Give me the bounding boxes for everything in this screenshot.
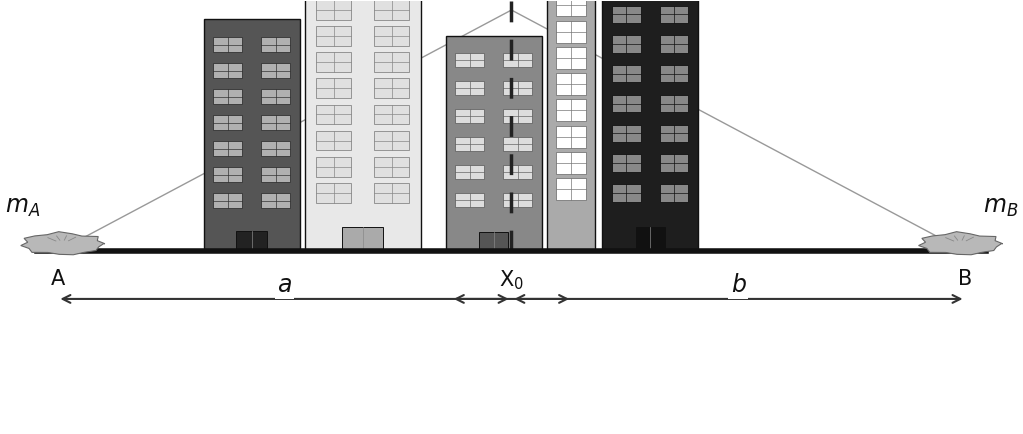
Bar [343,227,383,251]
Bar [612,65,640,82]
Bar [261,37,291,53]
Text: A: A [50,269,64,289]
Bar [503,165,532,179]
Bar [480,232,508,251]
Bar [236,230,267,251]
Bar [316,105,351,124]
Bar [214,141,242,156]
Bar [214,167,242,182]
Bar [546,0,595,251]
Bar [660,35,688,53]
Bar [374,79,409,98]
Bar [660,65,688,82]
Bar [374,105,409,124]
Text: $m_A$: $m_A$ [5,196,40,219]
Polygon shape [20,232,105,255]
Polygon shape [919,232,1003,255]
Bar [503,53,532,67]
Bar [660,184,688,202]
Bar [612,184,640,202]
Text: B: B [959,269,973,289]
Bar [204,19,300,251]
Text: $a$: $a$ [277,274,292,297]
Bar [455,109,484,123]
Bar [316,157,351,177]
Bar [374,157,409,177]
Bar [612,155,640,172]
Bar [557,99,585,122]
Bar [316,52,351,72]
Bar [261,63,291,79]
Bar [261,115,291,130]
Bar [557,0,585,16]
Bar [214,193,242,208]
Bar [261,89,291,104]
Bar [305,0,420,251]
Bar [446,36,542,251]
Bar [503,193,532,207]
Bar [374,26,409,46]
Bar [660,6,688,23]
Bar [557,152,585,174]
Bar [316,79,351,98]
Bar [455,165,484,179]
Bar [316,183,351,203]
Bar [603,0,698,251]
Bar [374,52,409,72]
Bar [261,141,291,156]
Bar [503,81,532,95]
Bar [612,125,640,142]
Bar [374,0,409,20]
Bar [374,131,409,150]
Bar [660,95,688,112]
Bar [214,115,242,130]
Text: X$_0$: X$_0$ [499,269,524,293]
Bar [374,183,409,203]
Bar [214,37,242,53]
Bar [557,126,585,148]
Bar [612,6,640,23]
Bar [455,53,484,67]
Bar [557,21,585,43]
Bar [316,131,351,150]
Bar [455,81,484,95]
Bar [261,193,291,208]
Bar [612,95,640,112]
Bar [214,63,242,79]
Bar [660,125,688,142]
Bar [316,0,351,20]
Bar [557,178,585,200]
Bar [612,35,640,53]
Text: $b$: $b$ [730,274,747,297]
Bar [261,167,291,182]
Text: $m_B$: $m_B$ [983,196,1018,219]
Bar [503,109,532,123]
Bar [455,193,484,207]
Bar [557,73,585,95]
Bar [557,47,585,69]
Bar [214,89,242,104]
Bar [316,26,351,46]
Bar [503,137,532,151]
Bar [455,137,484,151]
Bar [660,155,688,172]
Bar [635,227,665,251]
